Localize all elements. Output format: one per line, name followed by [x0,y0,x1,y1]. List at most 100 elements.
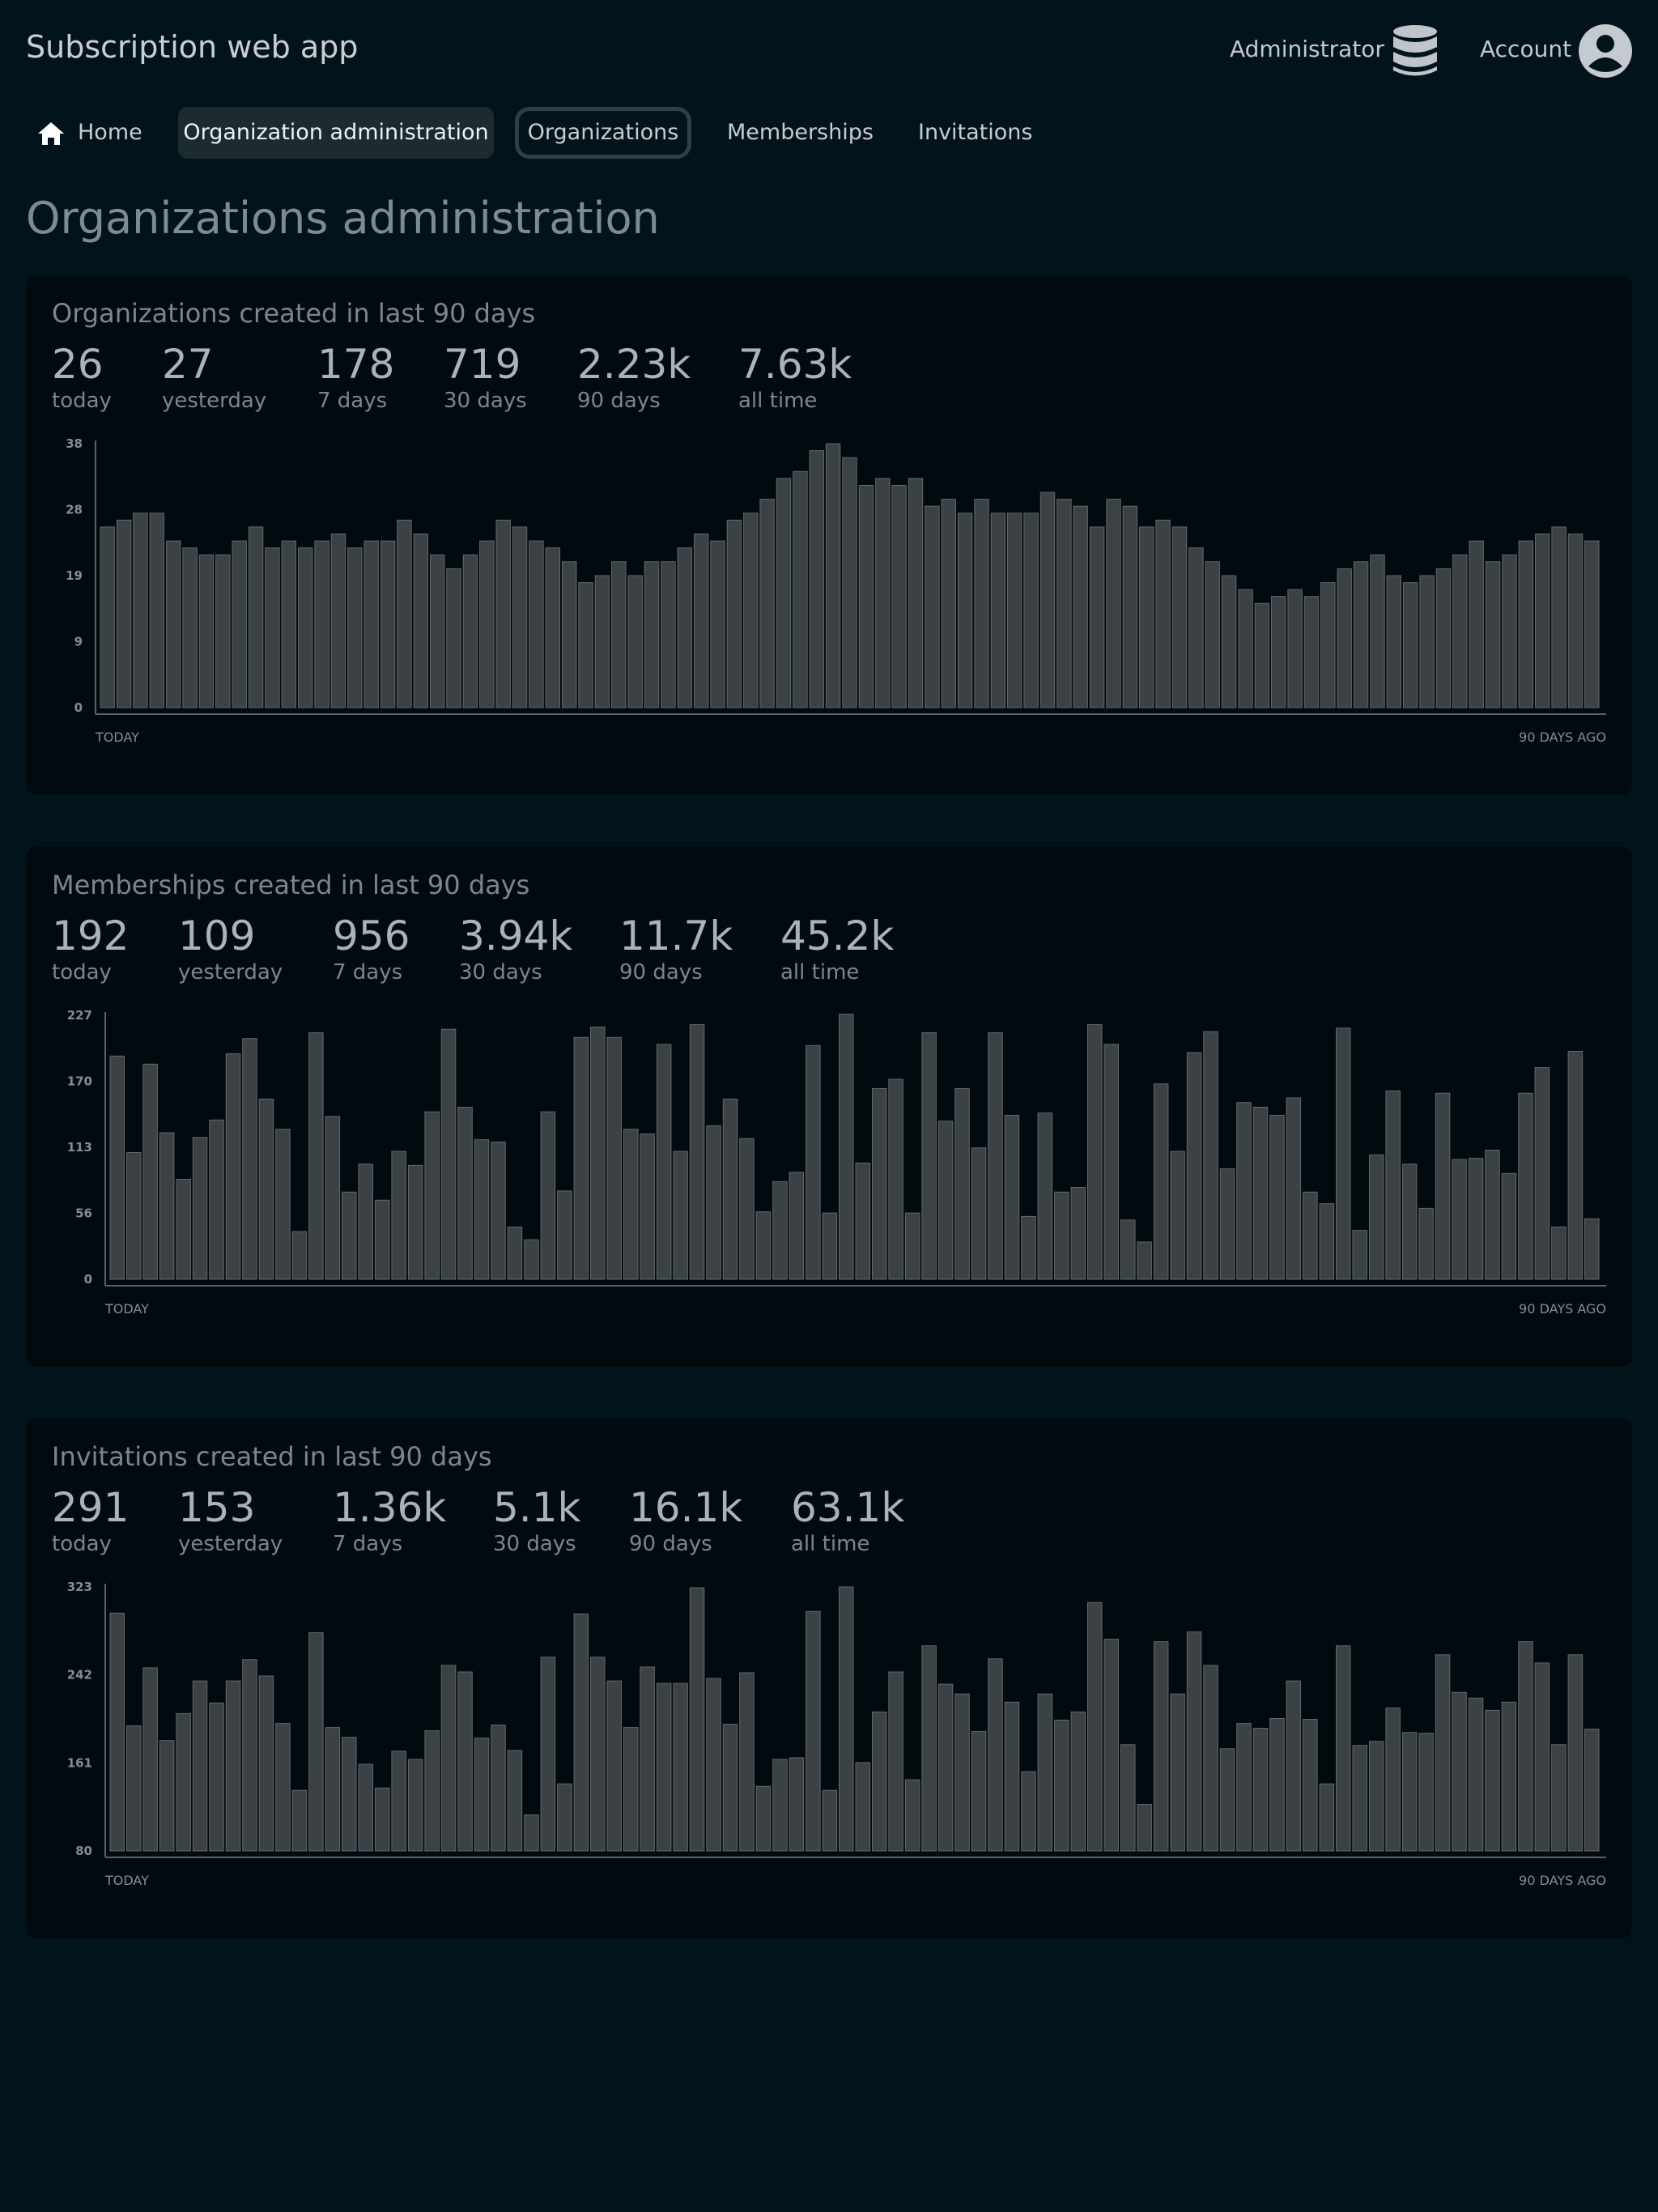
chart-bar [957,513,973,708]
chart-bar [1122,505,1138,708]
chart-bar [872,1088,887,1280]
chart-bar [1567,1654,1584,1852]
chart-bar [182,547,198,708]
y-tick-label: 227 [67,1008,92,1023]
chart-bar [772,1759,788,1852]
chart-bar [1236,1102,1252,1280]
chart-bar [1070,1711,1086,1852]
chart-bar [855,1762,870,1852]
chart-bar [1170,1693,1185,1852]
chart-bar [440,1665,457,1852]
chart-bar [424,1730,440,1852]
chart-bar [1221,575,1237,708]
chart-bar [937,1121,954,1280]
chart-bar [248,526,264,708]
chart-bar [1056,499,1072,708]
database-icon[interactable] [1392,24,1439,78]
chart-bar [578,582,593,708]
account-link[interactable]: Account [1480,36,1572,62]
stat-today: 192 today [52,913,129,986]
chart-bar [495,519,511,708]
nav-invitations[interactable]: Invitations [918,120,1033,145]
x-axis-start-label: TODAY [104,1301,149,1317]
chart-bar [375,1199,390,1280]
administrator-link[interactable]: Administrator [1230,36,1384,62]
chart-bar [342,1737,357,1852]
panel-title: Memberships created in last 90 days [52,870,530,900]
chart-bar [1435,568,1452,708]
stat-label: yesterday [178,1532,283,1556]
chart-bar [1287,589,1303,708]
page-title: Organizations administration [26,193,660,244]
chart-bar [391,1750,406,1852]
chart-bar [358,1163,373,1280]
stat-7-days: 956 7 days [333,913,410,986]
chart-bar [258,1098,274,1280]
chart-bar [109,1055,125,1280]
chart-bar [325,1116,341,1280]
chart-bar [1435,1092,1451,1280]
chart-bar [1186,1052,1202,1280]
chart-bar [159,1132,175,1280]
stat-label: 7 days [333,960,403,985]
chart-bar [937,1683,954,1852]
chart-bar [198,554,215,708]
nav-organization-administration[interactable]: Organization administration [178,107,494,159]
chart-bar [888,1078,903,1280]
account-circle-icon[interactable] [1579,24,1632,78]
y-tick-label: 113 [67,1140,92,1155]
chart-bar [446,568,461,708]
chart-bar [1004,1701,1020,1852]
chart-bar [397,519,412,708]
panel-title: Organizations created in last 90 days [52,298,536,329]
stat-value: 45.2k [780,912,895,959]
chart-bar [540,1111,556,1280]
chart-bar [1054,1720,1069,1852]
chart-bar [308,1032,324,1280]
chart-bar [1238,589,1253,708]
panel-title: Invitations created in last 90 days [52,1441,492,1472]
nav-memberships[interactable]: Memberships [727,120,874,145]
chart-bar [656,1682,672,1852]
chart-bar [1369,1741,1384,1852]
chart-bar [739,1672,755,1852]
chart-bar [921,1032,937,1280]
chart-bar [209,1119,224,1280]
chart-bar [1219,1168,1235,1280]
chart-bar [149,513,165,708]
chart-bar [133,513,148,708]
chart-bar [215,554,231,708]
chart-bar [1385,1090,1401,1280]
chart-bar [1320,582,1336,708]
nav-home[interactable]: Home [37,107,151,159]
chart-bar [557,1190,572,1280]
stat-yesterday: 153 yesterday [178,1485,283,1558]
stat-value: 16.1k [629,1484,743,1531]
stat-label: 30 days [493,1532,576,1556]
stat-label: today [52,389,112,413]
chart-bar [1271,596,1286,708]
chart-bar [474,1139,490,1280]
stat-7-days: 178 7 days [317,342,394,415]
chart-bar [1501,1172,1517,1280]
chart-bar [706,1125,721,1280]
chart-bar [1319,1203,1335,1280]
invitations-panel: Invitations created in last 90 days 291 t… [26,1419,1632,1938]
chart-bar [606,1036,622,1280]
chart-bar [1502,554,1517,708]
chart-bar [1205,561,1220,708]
chart-bar [1336,1645,1351,1852]
chart-bar [755,1785,772,1852]
chart-bar [358,1763,373,1852]
chart-bar [1073,505,1088,708]
chart-bar [524,1239,539,1280]
chart-bar [855,1162,870,1280]
chart-bar [640,1666,655,1852]
chart-bar [988,1658,1003,1852]
stat-label: 90 days [619,960,703,985]
y-tick-label: 80 [75,1844,92,1858]
chart-bar [275,1723,291,1852]
nav-organizations[interactable]: Organizations [515,107,691,159]
stat-30-days: 3.94k 30 days [459,913,572,986]
chart-bar [971,1731,987,1852]
